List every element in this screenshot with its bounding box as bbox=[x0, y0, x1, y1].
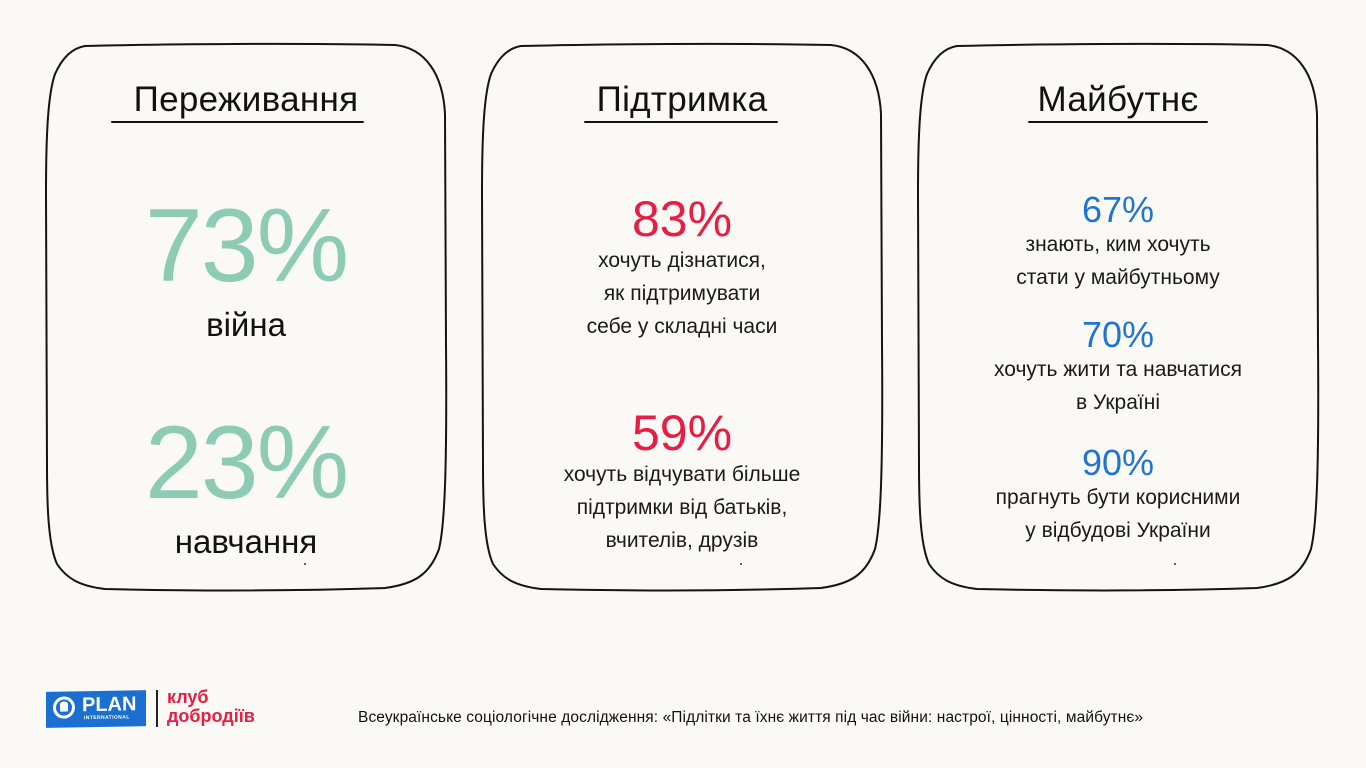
stat-value: 90% bbox=[1081, 442, 1155, 483]
logo-subtitle: INTERNATIONAL bbox=[84, 714, 130, 722]
card-future: Майбутнє 67% знають, ким хочуть стати у … bbox=[916, 42, 1320, 592]
stat-desc-line: хочуть жити та навчатися bbox=[993, 358, 1243, 381]
stat-value: 73% bbox=[144, 188, 349, 304]
child-figure-icon bbox=[60, 701, 68, 712]
stat-desc-line: знають, ким хочуть bbox=[1025, 233, 1211, 256]
stat-desc-line: як підтримувати bbox=[603, 282, 761, 305]
stat-desc-line: себе у складні часи bbox=[586, 315, 778, 338]
stat-know-career: 67% знають, ким хочуть стати у майбутньо… bbox=[917, 192, 1319, 294]
card-title: Підтримка bbox=[596, 80, 768, 119]
card-title: Переживання bbox=[133, 80, 359, 119]
stat-value: 83% bbox=[631, 191, 733, 247]
club-line-2: добродіїв bbox=[167, 706, 255, 726]
stat-value: 70% bbox=[1081, 314, 1155, 355]
title-underline bbox=[584, 121, 778, 123]
hand-drawn-frame bbox=[44, 42, 448, 592]
stat-value: 67% bbox=[1081, 189, 1155, 230]
logo-divider bbox=[156, 690, 158, 727]
stat-desc-line: стати у майбутньому bbox=[1016, 266, 1220, 289]
club-line-1: клуб bbox=[167, 687, 209, 707]
stat-label: навчання bbox=[174, 523, 318, 560]
stat-value: 59% bbox=[631, 405, 733, 461]
stat-desc-line: хочуть відчувати більше bbox=[563, 463, 801, 486]
stat-value: 23% bbox=[144, 405, 349, 521]
dot bbox=[740, 563, 742, 565]
stat-desc-line: підтримки від батьків, bbox=[576, 496, 788, 519]
stat-more-support: 59% хочуть відчувати більше підтримки ві… bbox=[481, 408, 883, 557]
dot bbox=[304, 563, 306, 565]
stat-desc-line: в Україні bbox=[1075, 391, 1161, 414]
stat-learn-self-support: 83% хочуть дізнатися, як підтримувати се… bbox=[481, 194, 883, 343]
stat-desc-line: вчителів, друзів bbox=[605, 529, 759, 552]
stat-live-in-ukraine: 70% хочуть жити та навчатися в Україні bbox=[917, 317, 1319, 419]
title-underline bbox=[111, 121, 364, 123]
source-caption: Всеукраїнське соціологічне дослідження: … bbox=[358, 709, 1144, 726]
hand-drawn-frame bbox=[480, 42, 884, 592]
stat-desc-line: у відбудові України bbox=[1025, 519, 1211, 542]
stat-rebuild-ukraine: 90% прагнуть бути корисними у відбудові … bbox=[917, 445, 1319, 547]
stat-desc-line: прагнуть бути корисними bbox=[995, 486, 1241, 509]
stat-education: 23% навчання bbox=[45, 411, 447, 561]
club-logo: клуб добродіїв bbox=[167, 688, 255, 726]
card-experiences: Переживання 73% війна 23% навчання bbox=[44, 42, 448, 592]
title-underline bbox=[1028, 121, 1208, 123]
card-support: Підтримка 83% хочуть дізнатися, як підтр… bbox=[480, 42, 884, 592]
stat-war: 73% війна bbox=[45, 194, 447, 344]
plan-international-logo: PLAN INTERNATIONAL bbox=[46, 690, 146, 728]
dot bbox=[1174, 563, 1176, 565]
stat-label: війна bbox=[206, 306, 286, 343]
stat-desc-line: хочуть дізнатися, bbox=[598, 249, 766, 272]
hand-drawn-frame bbox=[916, 42, 1320, 592]
card-title: Майбутнє bbox=[1037, 80, 1199, 119]
